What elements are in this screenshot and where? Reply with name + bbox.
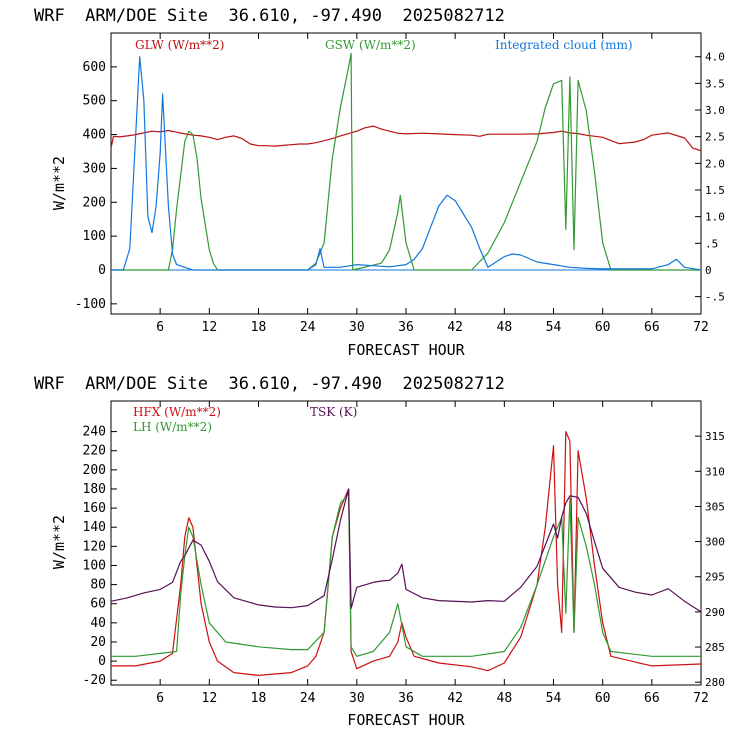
- y2-tick-label: 3.5: [705, 77, 725, 90]
- y2-tick-label: 1.5: [705, 184, 725, 197]
- series-line-1: [111, 431, 702, 677]
- panel2-title: WRF ARM/DOE Site 36.610, -97.490 2025082…: [34, 374, 505, 394]
- x-tick-label: 42: [447, 691, 463, 706]
- y-tick-label: 240: [83, 425, 106, 440]
- y-tick-label: 400: [83, 128, 106, 143]
- panel1-plot-frame: [110, 32, 702, 315]
- y-tick-label: 0: [98, 263, 106, 278]
- panel2-y-axis-label: W/m**2: [50, 515, 68, 569]
- panel1-title: WRF ARM/DOE Site 36.610, -97.490 2025082…: [34, 6, 505, 26]
- y2-tick-label: 295: [705, 571, 725, 584]
- y-tick-label: 40: [90, 616, 106, 631]
- y-tick-label: 600: [83, 60, 106, 75]
- y2-tick-label: 290: [705, 606, 725, 619]
- y-tick-label: 100: [83, 558, 106, 573]
- x-tick-label: 18: [251, 691, 267, 706]
- y-tick-label: 120: [83, 539, 106, 554]
- y-tick-label: -20: [83, 673, 106, 688]
- x-tick-label: 54: [546, 320, 562, 335]
- x-tick-label: 18: [251, 320, 267, 335]
- panel-radiation: WRF ARM/DOE Site 36.610, -97.490 2025082…: [34, 6, 725, 359]
- y-tick-label: 0: [98, 654, 106, 669]
- x-tick-label: 24: [300, 320, 316, 335]
- x-tick-label: 6: [156, 691, 164, 706]
- y-tick-label: 100: [83, 229, 106, 244]
- x-tick-label: 72: [693, 691, 709, 706]
- y-tick-label: 500: [83, 94, 106, 109]
- panel2-plot-frame: [110, 400, 702, 686]
- y-tick-label: 60: [90, 597, 106, 612]
- x-tick-label: 66: [644, 320, 660, 335]
- x-tick-label: 24: [300, 691, 316, 706]
- legend-lh: LH (W/m**2): [133, 420, 212, 434]
- x-tick-label: 30: [349, 691, 365, 706]
- x-tick-label: 48: [497, 320, 513, 335]
- legend-glw: GLW (W/m**2): [135, 38, 224, 52]
- x-tick-label: 12: [202, 691, 218, 706]
- x-tick-label: 36: [398, 691, 414, 706]
- y2-tick-label: 305: [705, 500, 725, 513]
- panel2-series: [110, 431, 702, 677]
- y2-tick-label: 285: [705, 641, 725, 654]
- y-tick-label: 180: [83, 482, 106, 497]
- x-tick-label: 42: [447, 320, 463, 335]
- y2-tick-label: 280: [705, 676, 725, 689]
- y2-tick-label: 3.0: [705, 104, 725, 117]
- x-tick-label: 36: [398, 320, 414, 335]
- y-tick-label: 80: [90, 578, 106, 593]
- x-tick-label: 54: [546, 691, 562, 706]
- series-line-1: [110, 125, 702, 152]
- y-tick-label: 200: [83, 463, 106, 478]
- y-tick-label: 300: [83, 161, 106, 176]
- y-tick-label: 220: [83, 444, 106, 459]
- panel2-x-axis-label: FORECAST HOUR: [347, 711, 465, 729]
- x-tick-label: 6: [156, 320, 164, 335]
- legend-integrated-cloud: Integrated cloud (mm): [495, 38, 633, 52]
- series-line-3: [110, 488, 702, 613]
- x-tick-label: 72: [693, 320, 709, 335]
- legend-gsw: GSW (W/m**2): [325, 38, 416, 52]
- y2-tick-label: 0: [705, 264, 712, 277]
- x-tick-label: 12: [202, 320, 218, 335]
- y-tick-label: 200: [83, 195, 106, 210]
- x-tick-label: 66: [644, 691, 660, 706]
- y-tick-label: -100: [75, 297, 106, 312]
- x-tick-label: 60: [595, 691, 611, 706]
- y2-tick-label: -.5: [705, 291, 725, 304]
- y2-tick-label: 2.0: [705, 157, 725, 170]
- panel-surface-fluxes: WRF ARM/DOE Site 36.610, -97.490 2025082…: [34, 374, 725, 729]
- y-tick-label: 140: [83, 520, 106, 535]
- y2-tick-label: 310: [705, 465, 725, 478]
- y2-tick-label: 315: [705, 430, 725, 443]
- y2-tick-label: 1.0: [705, 211, 725, 224]
- x-tick-label: 60: [595, 320, 611, 335]
- y2-tick-label: 300: [705, 536, 725, 549]
- legend-tsk: TSK (K): [310, 405, 357, 419]
- y-tick-label: 20: [90, 635, 106, 650]
- panel1-x-axis-label: FORECAST HOUR: [347, 341, 465, 359]
- x-tick-label: 30: [349, 320, 365, 335]
- series-line-3: [111, 56, 702, 271]
- x-tick-label: 48: [497, 691, 513, 706]
- y2-tick-label: 4.0: [705, 51, 725, 64]
- y2-tick-label: 2.5: [705, 131, 725, 144]
- legend-hfx: HFX (W/m**2): [133, 405, 221, 419]
- series-line-2: [111, 52, 701, 271]
- y2-tick-label: .5: [705, 237, 718, 250]
- series-line-2: [111, 493, 701, 657]
- panel1-series: [110, 52, 702, 271]
- y-tick-label: 160: [83, 501, 106, 516]
- panel1-axis-ticks: 6 12 18 24 30 36 42 48 54 60 66 72 -100 0 100 200 300 400…: [75, 33, 725, 335]
- panel2-axis-ticks: 6 12 18 24 30 36 42 48 54 60 66 72 -20 0 20 40 60 80 100 12…: [83, 401, 725, 706]
- panel1-y-axis-label: W/m**2: [50, 156, 68, 210]
